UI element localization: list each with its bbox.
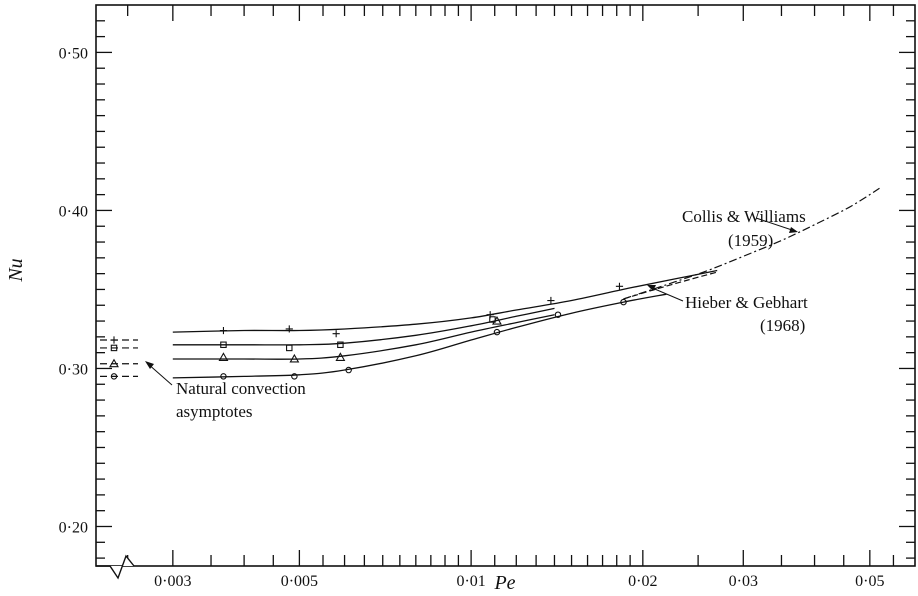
annotation-natural-line1: Natural convection (176, 379, 306, 398)
data-point-plus (547, 296, 555, 305)
annotation-collis-williams: Collis & Williams (1959) (682, 207, 806, 250)
curves-layer (100, 187, 880, 379)
arrowhead-natural (145, 361, 154, 369)
series-curve-square (172, 307, 555, 346)
data-point-square (220, 341, 227, 349)
x-tick-label: 0·02 (628, 573, 657, 590)
data-point-plus (332, 330, 340, 338)
tick-labels: 0·20 0·30 0·40 0·50 0·003 0·005 0·01 0·02 0·03 0·… (59, 45, 885, 590)
data-point-triangle (492, 315, 502, 325)
x-axis-label: Pe (493, 572, 515, 594)
x-tick-label: 0·03 (729, 573, 758, 590)
data-point-square (286, 344, 293, 352)
annotation-natural-line2: asymptotes (176, 402, 253, 421)
annotation-collis-line1: Collis & Williams (682, 207, 806, 226)
arrowhead-hieber (647, 285, 656, 291)
data-point-square (337, 341, 344, 349)
y-tick-label: 0·20 (59, 519, 88, 536)
x-tick-label: 0·005 (281, 573, 318, 590)
data-point-circle (493, 328, 501, 336)
annotation-hieber-gebhart: Hieber & Gebhart (1968) (647, 285, 808, 335)
asymptote-marker-plus (110, 336, 118, 344)
arrow-collis (755, 217, 796, 232)
y-tick-label: 0·40 (59, 203, 88, 220)
plot-frame (95, 4, 916, 567)
data-point-circle (554, 311, 562, 318)
data-point-triangle (335, 352, 346, 361)
data-point-circle (620, 298, 627, 306)
axis-ticks (96, 5, 915, 566)
collis-williams-curve (623, 187, 880, 300)
arrowhead-collis (789, 227, 798, 233)
y-axis-label: Nu (5, 258, 27, 282)
y-tick-label: 0·30 (59, 361, 88, 378)
x-tick-label: 0·01 (456, 573, 485, 590)
data-point-circle (345, 366, 352, 374)
data-point-circle (220, 373, 227, 380)
annotation-collis-line2: (1959) (728, 231, 773, 250)
data-point-plus (615, 282, 624, 290)
markers-layer (109, 282, 627, 380)
y-tick-label: 0·50 (59, 45, 88, 62)
x-tick-label: 0·05 (855, 573, 884, 590)
data-point-triangle (218, 352, 229, 361)
annotation-hieber-line1: Hieber & Gebhart (685, 293, 808, 312)
data-point-triangle (289, 353, 300, 363)
annotation-hieber-line2: (1968) (760, 316, 805, 335)
annotation-natural-convection: Natural convection asymptotes (145, 361, 306, 421)
asymptote-marker-circle (110, 373, 118, 380)
asymptote-marker-triangle (109, 358, 119, 368)
data-point-plus (219, 326, 228, 335)
x-tick-label: 0·003 (154, 573, 191, 590)
axis-break (96, 554, 135, 580)
series-curve-circle (172, 293, 667, 379)
series-curve-plus (172, 269, 718, 333)
data-point-plus (285, 325, 293, 333)
data-point-circle (291, 373, 298, 380)
hieber-gebhart-curve (623, 271, 718, 300)
arrow-hieber (649, 286, 684, 302)
series-curve-triangle (172, 314, 555, 360)
asymptote-marker-square (110, 344, 118, 352)
